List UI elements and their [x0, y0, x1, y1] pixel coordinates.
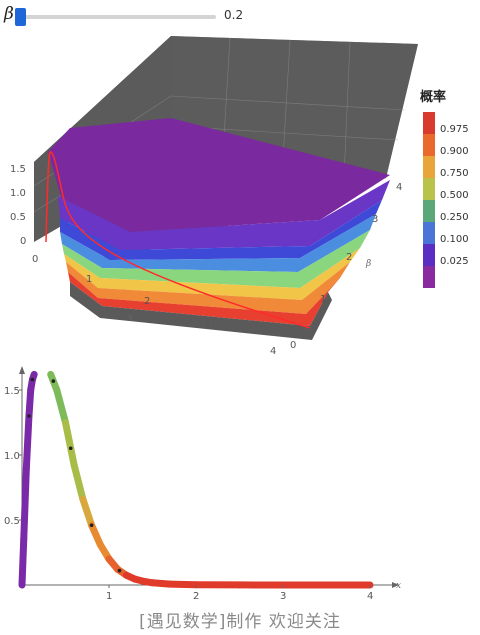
- x-tick-label: 1: [106, 591, 112, 602]
- beta-axis-name: β: [365, 259, 371, 269]
- legend-title: 概率: [420, 90, 447, 105]
- y-tick-label: 1.5: [4, 386, 20, 397]
- legend-swatch: [423, 134, 435, 156]
- surface-bands: [48, 118, 390, 326]
- data-marker: [51, 379, 56, 383]
- y-tick-label: 0.5: [4, 516, 20, 527]
- front-wall: [70, 282, 332, 340]
- beta-slider-row: β 0.2: [0, 0, 480, 34]
- legend: 0.975 0.900 0.750 0.500 0.250 0.100 0.025: [423, 112, 469, 288]
- series-segment: [88, 521, 104, 549]
- series-segment: [166, 580, 200, 589]
- x-tick: 2: [144, 296, 150, 307]
- beta-tick: 3: [372, 214, 378, 225]
- x-tick-label: 3: [280, 591, 286, 602]
- series-segment: [18, 536, 28, 589]
- y-axis-arrow: [19, 366, 25, 374]
- z-tick: 0.5: [10, 212, 26, 223]
- legend-swatch: [423, 266, 435, 288]
- beta-tick: 0: [290, 340, 296, 351]
- series-segment: [62, 419, 78, 469]
- legend-label: 0.900: [440, 146, 469, 157]
- series-segment: [20, 464, 30, 543]
- series-segment: [79, 495, 96, 529]
- x-tick: 3: [204, 320, 210, 331]
- x-axis-arrow: [392, 582, 399, 588]
- data-marker: [89, 523, 94, 527]
- legend-swatch: [423, 244, 435, 266]
- x-tick-label: 4: [367, 591, 373, 602]
- x-axis-name: x: [128, 313, 133, 323]
- legend-label: 0.025: [440, 256, 469, 267]
- data-marker: [30, 377, 35, 382]
- beta-tick: 1: [320, 294, 326, 305]
- legend-label: 0.500: [440, 190, 469, 201]
- legend-label: 0.250: [440, 212, 469, 223]
- legend-swatch: [423, 222, 435, 244]
- legend-swatch: [423, 156, 435, 178]
- beta-label: β: [4, 4, 14, 24]
- beta-value: 0.2: [224, 8, 244, 22]
- z-tick: 0: [20, 236, 26, 247]
- legend-label: 0.100: [440, 234, 469, 245]
- z-tick: 1.0: [10, 188, 26, 199]
- z-tick: 1.5: [10, 164, 26, 175]
- x-axis-label: x: [396, 581, 401, 591]
- beta-tick: 4: [396, 182, 402, 193]
- legend-swatch: [423, 178, 435, 200]
- beta-tick: 2: [346, 252, 352, 263]
- legend-swatch: [423, 112, 435, 134]
- data-marker: [27, 414, 31, 418]
- y-tick-label: 1.0: [4, 451, 20, 462]
- legend-swatch: [423, 200, 435, 222]
- x-tick: 4: [270, 346, 276, 357]
- footer-credit: [遇见数学]制作 欢迎关注: [139, 612, 341, 632]
- data-marker: [117, 568, 122, 573]
- legend-label: 0.975: [440, 124, 469, 135]
- series-segment: [25, 386, 35, 420]
- series-segment: [70, 461, 87, 503]
- series-segment: [53, 386, 69, 426]
- density-chart: 1 2 3 4 0.5 1.0 1.5 x: [4, 366, 401, 602]
- surface-3d-plot: 1.5 1.0 0.5 0 0 1 2 3 4 x 0 1 2 3 4 β: [10, 36, 418, 357]
- beta-slider-thumb[interactable]: [15, 8, 26, 26]
- peak-curve: [45, 151, 311, 329]
- x-tick-label: 2: [193, 591, 199, 602]
- x-tick: 1: [86, 274, 92, 285]
- data-marker: [68, 446, 73, 451]
- x-tick: 0: [32, 254, 38, 265]
- legend-label: 0.750: [440, 168, 469, 179]
- beta-slider-track[interactable]: [16, 15, 216, 19]
- series-segment: [22, 412, 33, 472]
